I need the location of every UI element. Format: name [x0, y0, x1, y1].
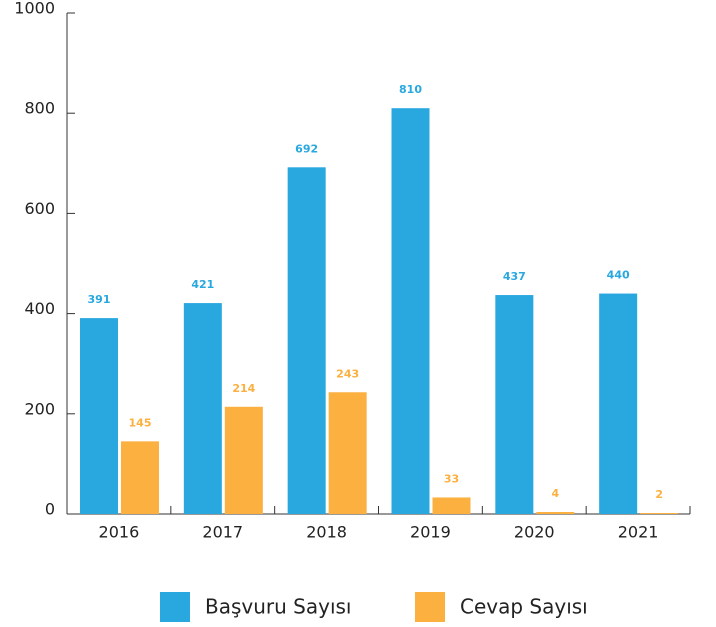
bar: [80, 318, 118, 514]
value-label: 692: [295, 142, 318, 155]
value-label: 33: [444, 472, 459, 485]
y-tick-label: 800: [24, 99, 55, 118]
legend-label: Başvuru Sayısı: [205, 595, 351, 619]
y-tick-label: 1000: [14, 0, 55, 18]
x-tick-label: 2018: [306, 523, 347, 542]
legend-swatch: [160, 592, 190, 622]
y-tick-label: 200: [24, 399, 55, 418]
bar: [640, 512, 679, 514]
x-tick-label: 2016: [99, 523, 140, 542]
bar: [224, 406, 263, 514]
bar: [599, 293, 638, 514]
y-tick-label: 0: [45, 500, 55, 519]
value-label: 421: [191, 278, 214, 291]
value-label: 2: [655, 488, 663, 501]
bar: [432, 497, 471, 514]
bar: [183, 303, 222, 514]
x-tick-label: 2020: [514, 523, 555, 542]
bar: [121, 441, 159, 514]
y-tick-label: 600: [24, 199, 55, 218]
y-tick-label: 400: [24, 299, 55, 318]
value-label: 437: [503, 270, 526, 283]
x-tick-label: 2021: [618, 523, 659, 542]
bar: [287, 167, 326, 515]
legend-label: Cevap Sayısı: [460, 595, 588, 619]
value-label: 810: [399, 83, 422, 96]
value-label: 391: [88, 293, 111, 306]
value-label: 145: [129, 416, 152, 429]
value-label: 243: [336, 367, 359, 380]
legend-swatch: [415, 592, 445, 622]
value-label: 4: [552, 487, 560, 500]
x-tick-label: 2019: [410, 523, 451, 542]
bar: [391, 108, 430, 514]
x-tick-label: 2017: [202, 523, 243, 542]
bar: [328, 392, 367, 514]
value-label: 440: [607, 269, 630, 282]
bar: [536, 511, 575, 514]
value-label: 214: [232, 382, 255, 395]
bar: [495, 295, 534, 514]
